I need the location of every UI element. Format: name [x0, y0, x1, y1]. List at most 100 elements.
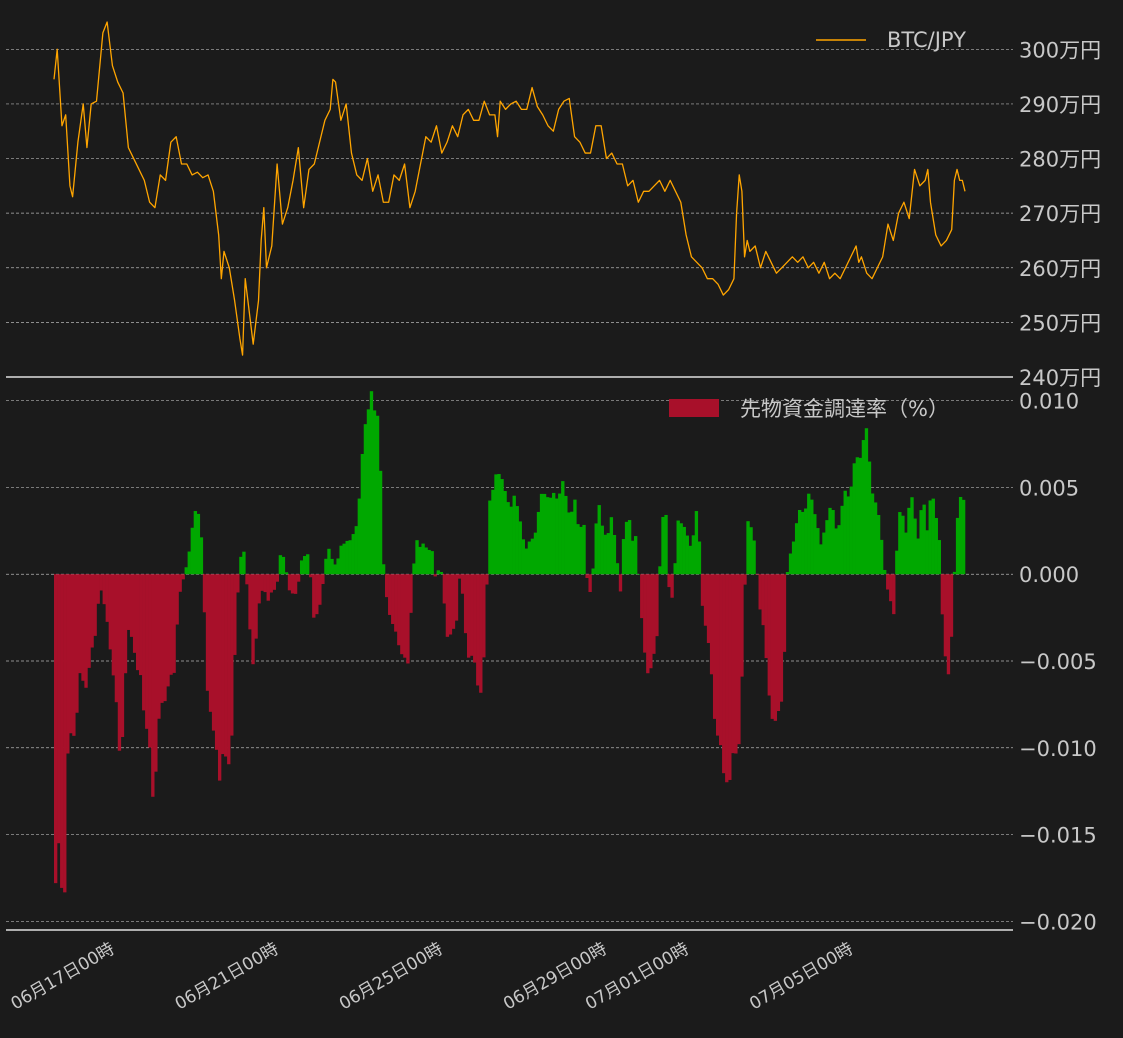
funding-bar [552, 492, 556, 575]
funding-bar [488, 500, 492, 575]
funding-bar [251, 574, 255, 665]
funding-bar [400, 574, 404, 655]
funding-bar [919, 510, 923, 575]
funding-bar [864, 428, 869, 575]
funding-bar [503, 491, 507, 575]
funding-bar [539, 493, 544, 575]
funding-bar [670, 574, 674, 598]
funding-bar [281, 556, 286, 575]
funding-bar [208, 574, 213, 712]
funding-bar [867, 461, 872, 575]
funding-bar [621, 539, 626, 575]
funding-bar [166, 574, 170, 687]
funding-y-tick-label: 0.005 [1019, 476, 1079, 500]
funding-bar [904, 532, 908, 575]
funding-bar [609, 517, 614, 575]
funding-bar [637, 574, 641, 575]
funding-bar [558, 493, 562, 575]
funding-rate-panel: −0.020−0.015−0.010−0.0050.0000.0050.010 … [6, 390, 1097, 934]
funding-bar [649, 574, 653, 669]
funding-bar [460, 574, 465, 594]
funding-bar [922, 504, 926, 575]
funding-bar [117, 574, 122, 751]
funding-bar [661, 516, 665, 575]
funding-bar [385, 574, 389, 598]
funding-bar [794, 523, 799, 575]
funding-bar [427, 549, 431, 575]
funding-bar [397, 574, 401, 646]
funding-bar [573, 499, 577, 575]
funding-bar [533, 532, 538, 575]
funding-bar [870, 493, 875, 575]
funding-bar [366, 409, 371, 575]
funding-bar [591, 568, 595, 575]
funding-bar [588, 574, 592, 593]
funding-bar [879, 539, 884, 575]
funding-bar [181, 574, 185, 580]
funding-bar [876, 515, 881, 575]
funding-bar [940, 574, 945, 615]
funding-bar [242, 551, 246, 575]
funding-bar [634, 536, 638, 575]
funding-bar [828, 507, 832, 575]
funding-bar [221, 574, 225, 755]
funding-bar [740, 574, 744, 677]
funding-bar [582, 524, 586, 575]
price-y-tick-labels: 240万円 250万円 260万円 270万円 280万円 290万円 300万円 [1019, 38, 1101, 390]
funding-bar [624, 521, 629, 575]
funding-y-tick-label: 0.000 [1019, 563, 1079, 587]
price-y-tick-label: 250万円 [1019, 311, 1101, 335]
funding-bar [312, 574, 316, 618]
funding-bar [439, 571, 443, 575]
funding-bar [239, 556, 243, 575]
funding-bar [388, 574, 392, 615]
funding-bar [205, 574, 210, 691]
funding-bar [233, 574, 237, 655]
funding-bar [913, 518, 917, 575]
funding-bar [530, 538, 535, 575]
funding-bar [612, 534, 617, 575]
funding-bar [378, 470, 383, 575]
funding-bar [403, 574, 407, 658]
funding-bar [810, 499, 814, 575]
funding-bar [734, 574, 738, 754]
funding-bar [436, 570, 440, 575]
funding-bar [163, 574, 167, 702]
price-y-tick-label: 280万円 [1019, 148, 1101, 172]
funding-bar [160, 574, 164, 703]
funding-bar [132, 574, 137, 653]
funding-bar [321, 574, 325, 585]
funding-bar [412, 563, 416, 575]
funding-bar [418, 546, 422, 575]
funding-bar [75, 574, 79, 713]
funding-bar [597, 505, 601, 575]
funding-bar [90, 574, 94, 648]
funding-bar [521, 539, 525, 575]
funding-bar [433, 574, 437, 577]
funding-bar [788, 553, 793, 575]
funding-bar [807, 493, 811, 575]
funding-bar [306, 554, 310, 575]
funding-bar [87, 574, 91, 668]
funding-bar [491, 489, 495, 575]
funding-bar [664, 514, 668, 575]
funding-bar [725, 574, 729, 783]
funding-bar [691, 535, 696, 575]
funding-bar [937, 540, 942, 575]
funding-bar [500, 479, 504, 575]
funding-bar [108, 574, 112, 650]
funding-bar [509, 506, 513, 575]
price-y-tick-label: 300万円 [1019, 38, 1101, 62]
funding-bar [545, 497, 550, 575]
funding-bar [299, 560, 304, 575]
funding-bar [424, 547, 428, 575]
funding-bar [567, 512, 571, 575]
funding-bar [57, 574, 61, 844]
funding-bar [858, 457, 863, 575]
funding-bar [309, 574, 313, 578]
funding-rate-bars [54, 391, 966, 893]
funding-bar [193, 511, 198, 575]
funding-bar [655, 574, 659, 637]
funding-bar [518, 521, 522, 575]
